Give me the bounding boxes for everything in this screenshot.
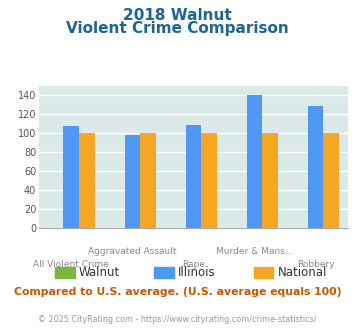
Text: National: National [278,266,327,279]
Bar [247,95,262,228]
Bar [323,133,339,228]
Bar [308,106,323,228]
Bar [262,133,278,228]
Text: Illinois: Illinois [178,266,216,279]
Bar [140,133,156,228]
Bar [125,135,140,228]
Text: © 2025 CityRating.com - https://www.cityrating.com/crime-statistics/: © 2025 CityRating.com - https://www.city… [38,315,317,324]
Bar [79,133,95,228]
Text: All Violent Crime: All Violent Crime [33,260,109,269]
Text: Aggravated Assault: Aggravated Assault [88,247,177,256]
Text: Compared to U.S. average. (U.S. average equals 100): Compared to U.S. average. (U.S. average … [14,287,341,297]
Bar [186,125,201,228]
Bar [64,126,79,228]
Bar [201,133,217,228]
Text: Rape: Rape [182,260,205,269]
Text: Robbery: Robbery [297,260,334,269]
Text: Violent Crime Comparison: Violent Crime Comparison [66,21,289,36]
Text: 2018 Walnut: 2018 Walnut [123,8,232,23]
Text: Murder & Mans...: Murder & Mans... [216,247,293,256]
Text: Walnut: Walnut [79,266,120,279]
